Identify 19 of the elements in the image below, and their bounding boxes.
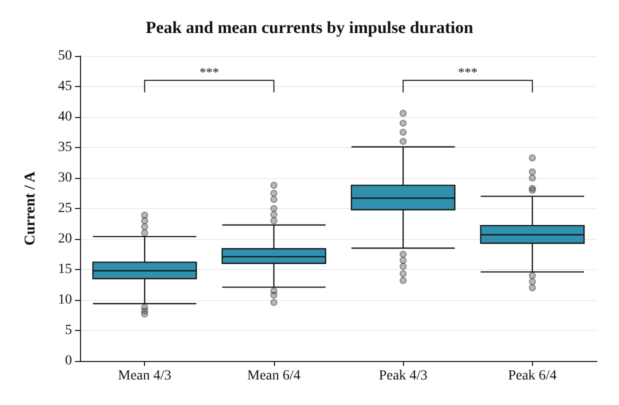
- y-tick-label: 45: [58, 79, 72, 94]
- y-tick-label: 30: [58, 170, 72, 186]
- y-tick-label: 10: [58, 292, 72, 308]
- x-tick-label: Peak 4/3: [378, 368, 428, 384]
- y-tick-label: 15: [58, 262, 72, 277]
- y-tick-label: 20: [58, 232, 72, 246]
- y-axis-title: Current / A: [22, 171, 38, 246]
- x-tick-label: Mean 6/4: [247, 368, 301, 384]
- x-tick-label: Peak 6/4: [508, 368, 557, 384]
- y-tick-label: 40: [58, 110, 72, 124]
- chart-title: Peak and mean currents by impulse duration: [146, 18, 474, 37]
- y-tick-label: 50: [58, 48, 72, 64]
- y-tick-label: 35: [58, 140, 72, 155]
- y-tick-label: 25: [58, 201, 72, 216]
- annotation: ***: [458, 64, 478, 80]
- y-tick-label: 5: [65, 323, 72, 338]
- x-tick-label: Mean 4/3: [118, 368, 172, 384]
- y-tick-label: 0: [65, 354, 72, 368]
- annotation: ***: [200, 64, 219, 80]
